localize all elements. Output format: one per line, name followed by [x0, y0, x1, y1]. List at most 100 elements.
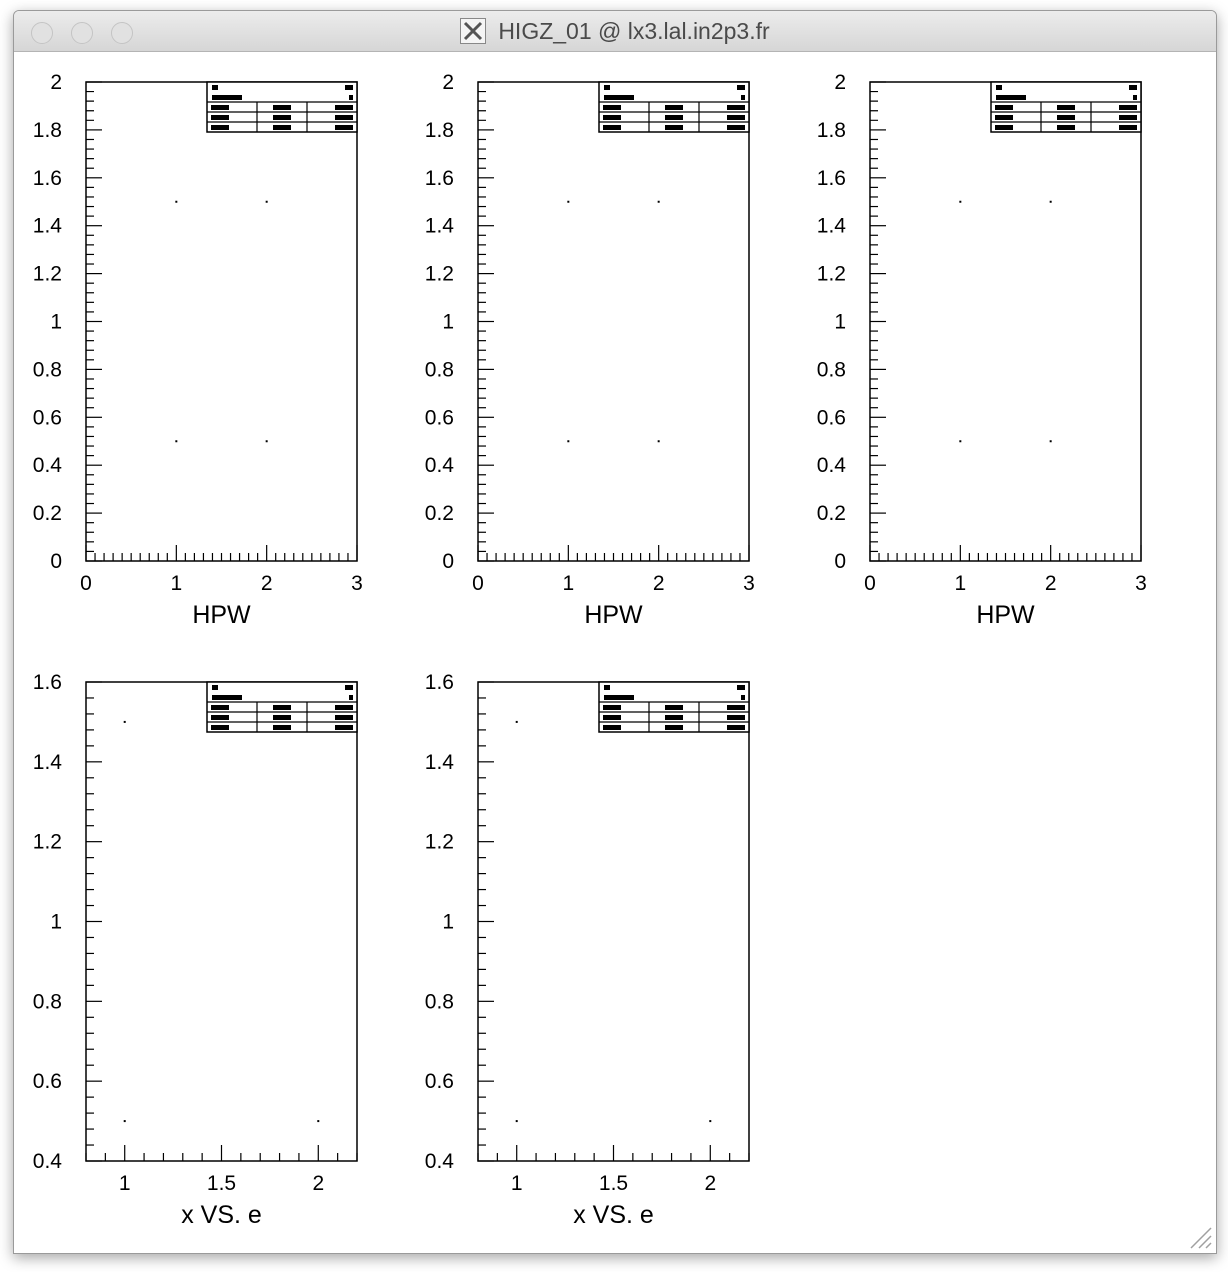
stats-glyph — [727, 125, 745, 130]
stats-glyph — [995, 105, 1013, 110]
y-tick-label: 1.4 — [817, 215, 847, 238]
zoom-button[interactable] — [111, 22, 133, 44]
stats-glyph — [349, 695, 353, 700]
data-point — [175, 200, 178, 203]
y-tick-label: 0.8 — [425, 358, 454, 381]
stats-glyph — [349, 95, 353, 100]
stats-glyph — [603, 705, 621, 710]
stats-glyph — [995, 115, 1013, 120]
stats-glyph — [273, 125, 291, 130]
y-tick-label: 1.2 — [425, 831, 454, 854]
stats-glyph — [273, 105, 291, 110]
y-tick-label: 2 — [834, 71, 846, 94]
y-tick-label: 1.8 — [33, 119, 62, 142]
x-tick-label: 1 — [954, 572, 966, 595]
y-tick-label: 1.6 — [817, 167, 846, 190]
plot-frame — [869, 81, 1142, 562]
data-point — [515, 1120, 518, 1123]
data-point — [657, 200, 660, 203]
x-tick-label: 0 — [80, 572, 92, 595]
close-button[interactable] — [31, 22, 53, 44]
stats-glyph — [1057, 105, 1075, 110]
stats-glyph — [273, 705, 291, 710]
y-tick-label: 1.6 — [425, 167, 454, 190]
x-tick-label: 3 — [351, 572, 363, 595]
x-tick-label: 2 — [704, 1172, 716, 1195]
y-tick-label: 0.2 — [33, 502, 62, 525]
x-axis-label: HPW — [976, 601, 1035, 629]
data-point — [123, 720, 126, 723]
y-tick-label: 1.6 — [425, 671, 454, 694]
x-tick-label: 1.5 — [207, 1172, 236, 1195]
stats-glyph — [211, 705, 229, 710]
chart-3: 0 0.2 0.4 0.6 0.8 1 1.2 1.4 1.6 1.8 2 0 1 2 3 HPW — [817, 71, 1147, 629]
stats-glyph — [211, 725, 229, 730]
stats-glyph — [741, 695, 745, 700]
stats-glyph — [603, 725, 621, 730]
data-point — [265, 200, 268, 203]
y-tick-label: 0.2 — [817, 502, 846, 525]
y-tick-label: 0.4 — [33, 454, 63, 477]
stats-glyph — [741, 95, 745, 100]
x-axis-label: HPW — [192, 601, 251, 629]
data-point — [265, 440, 268, 443]
y-tick-label: 0.4 — [817, 454, 847, 477]
x-tick-label: 2 — [653, 572, 665, 595]
y-tick-label: 1.2 — [817, 263, 846, 286]
stats-glyph — [665, 125, 683, 130]
stats-glyph — [212, 685, 218, 690]
stats-glyph — [996, 85, 1002, 90]
data-point — [959, 200, 962, 203]
y-tick-label: 0 — [442, 550, 454, 573]
stats-glyph — [996, 95, 1026, 100]
stats-box — [206, 81, 358, 133]
title-bar[interactable]: HIGZ_01 @ lx3.lal.in2p3.fr — [14, 11, 1216, 52]
y-tick-label: 1.4 — [425, 751, 455, 774]
y-tick-label: 0.8 — [33, 358, 62, 381]
stats-glyph — [212, 95, 242, 100]
y-tick-label: 0.8 — [817, 358, 846, 381]
x-tick-label: 3 — [1135, 572, 1147, 595]
data-point — [1049, 200, 1052, 203]
stats-glyph — [665, 715, 683, 720]
x-tick-label: 3 — [743, 572, 755, 595]
stats-glyph — [1119, 125, 1137, 130]
y-tick-label: 1 — [442, 911, 454, 934]
y-tick-label: 0.8 — [425, 990, 454, 1013]
data-point — [709, 1120, 712, 1123]
stats-glyph — [273, 115, 291, 120]
stats-glyph — [1133, 95, 1137, 100]
stats-glyph — [335, 115, 353, 120]
y-tick-label: 1.2 — [33, 831, 62, 854]
y-tick-label: 1.8 — [425, 119, 454, 142]
chart-2: 0 0.2 0.4 0.6 0.8 1 1.2 1.4 1.6 1.8 2 0 1 2 3 HPW — [425, 71, 755, 629]
minimize-button[interactable] — [71, 22, 93, 44]
y-tick-label: 2 — [442, 71, 454, 94]
plot-canvas: 0 0.2 0.4 0.6 0.8 1 1.2 1.4 1.6 1.8 2 0 1 2 3 HPW 0 0.2 0.… — [33, 71, 1147, 1229]
stats-glyph — [335, 725, 353, 730]
stats-glyph — [335, 105, 353, 110]
window-title-group: HIGZ_01 @ lx3.lal.in2p3.fr — [14, 11, 1216, 51]
chart-1: 0 0.2 0.4 0.6 0.8 1 1.2 1.4 1.6 1.8 2 0 1 2 3 HPW — [33, 71, 363, 629]
stats-glyph — [737, 685, 745, 690]
stats-glyph — [1129, 85, 1137, 90]
plot-frame — [85, 681, 358, 1162]
x-tick-label: 2 — [1045, 572, 1057, 595]
stats-box — [598, 81, 750, 133]
plot-frame — [477, 81, 750, 562]
stats-glyph — [737, 85, 745, 90]
x-axis-label: x VS. e — [573, 1201, 654, 1229]
stats-glyph — [604, 85, 610, 90]
x-tick-label: 1 — [562, 572, 574, 595]
stats-glyph — [727, 715, 745, 720]
stats-glyph — [995, 125, 1013, 130]
x-tick-label: 0 — [472, 572, 484, 595]
x11-icon — [460, 18, 487, 44]
y-tick-label: 1.2 — [33, 263, 62, 286]
y-tick-label: 1 — [50, 911, 62, 934]
stats-glyph — [665, 115, 683, 120]
y-tick-label: 1.4 — [425, 215, 455, 238]
stats-glyph — [727, 705, 745, 710]
resize-grip-icon[interactable] — [1185, 1222, 1213, 1250]
stats-box — [990, 81, 1142, 133]
